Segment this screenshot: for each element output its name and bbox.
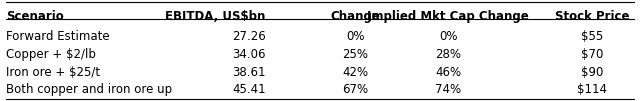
Text: $90: $90 xyxy=(581,66,603,79)
Text: Copper + $2/lb: Copper + $2/lb xyxy=(6,48,96,61)
Text: 42%: 42% xyxy=(342,66,368,79)
Text: 46%: 46% xyxy=(435,66,461,79)
Text: 0%: 0% xyxy=(346,30,364,43)
Text: 34.06: 34.06 xyxy=(232,48,266,61)
Text: 67%: 67% xyxy=(342,83,368,96)
Text: $55: $55 xyxy=(581,30,603,43)
Text: $70: $70 xyxy=(581,48,603,61)
Text: 27.26: 27.26 xyxy=(232,30,266,43)
Text: 45.41: 45.41 xyxy=(232,83,266,96)
Text: Implied Mkt Cap Change: Implied Mkt Cap Change xyxy=(367,10,529,23)
Text: 74%: 74% xyxy=(435,83,461,96)
Text: 28%: 28% xyxy=(435,48,461,61)
Text: 25%: 25% xyxy=(342,48,368,61)
Text: Forward Estimate: Forward Estimate xyxy=(6,30,110,43)
Text: Stock Price: Stock Price xyxy=(555,10,629,23)
Text: $114: $114 xyxy=(577,83,607,96)
Text: EBITDA, US$bn: EBITDA, US$bn xyxy=(165,10,266,23)
Text: 38.61: 38.61 xyxy=(232,66,266,79)
Text: Both copper and iron ore up: Both copper and iron ore up xyxy=(6,83,173,96)
Text: Change: Change xyxy=(330,10,380,23)
Text: 0%: 0% xyxy=(439,30,457,43)
Text: Iron ore + $25/t: Iron ore + $25/t xyxy=(6,66,100,79)
Text: Scenario: Scenario xyxy=(6,10,64,23)
